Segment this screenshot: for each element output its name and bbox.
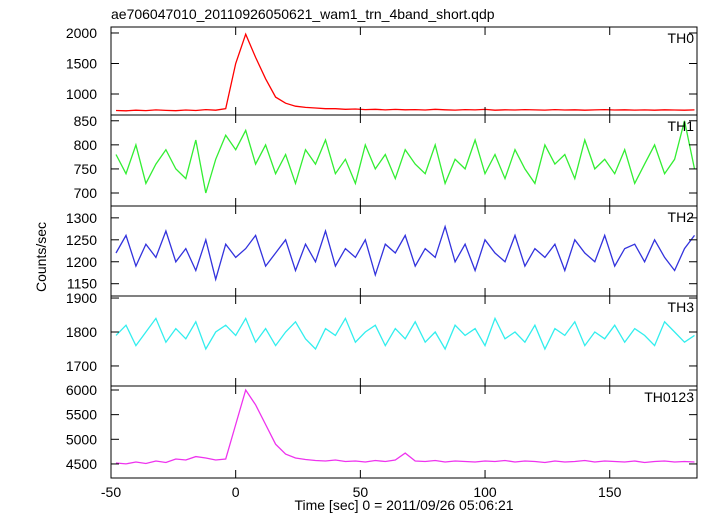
y-tick-label: 1700 — [66, 358, 97, 374]
y-tick-label: 750 — [74, 161, 98, 177]
series-label: TH3 — [668, 299, 695, 315]
y-tick-label: 1500 — [66, 55, 97, 71]
series-label: TH0 — [668, 30, 695, 46]
data-line — [115, 316, 695, 351]
y-tick-label: 1000 — [66, 86, 97, 102]
y-tick-label: 5000 — [66, 431, 97, 447]
y-tick-label: 1200 — [66, 254, 97, 270]
y-axis-label: Counts/sec — [33, 222, 49, 292]
y-tick-label: 2000 — [66, 25, 97, 41]
x-tick-label: 50 — [353, 484, 369, 500]
series-label: TH1 — [668, 118, 695, 134]
chart-title: ae706047010_20110926050621_wam1_trn_4ban… — [111, 6, 495, 22]
series-label: TH2 — [668, 209, 695, 225]
x-tick-label: 150 — [598, 484, 622, 500]
data-line — [115, 32, 695, 112]
y-tick-label: 1300 — [66, 210, 97, 226]
y-tick-label: 4500 — [66, 456, 97, 472]
series-label: TH0123 — [644, 389, 694, 405]
y-tick-label: 1900 — [66, 290, 97, 306]
panel-frame — [110, 114, 698, 207]
data-line — [115, 224, 696, 282]
x-tick-label: 100 — [473, 484, 497, 500]
y-tick-label: 6000 — [66, 382, 97, 398]
data-line — [115, 120, 696, 194]
panel-frame — [110, 26, 698, 116]
panel-frame — [110, 295, 698, 387]
y-tick-label: 850 — [74, 113, 98, 129]
panel-frame — [110, 385, 698, 479]
x-tick-label: -50 — [101, 484, 121, 500]
y-tick-label: 5500 — [66, 407, 97, 423]
y-tick-label: 1250 — [66, 232, 97, 248]
y-tick-label: 700 — [74, 185, 98, 201]
y-tick-label: 1150 — [67, 276, 97, 292]
x-axis-label: Time [sec] 0 = 2011/09/26 05:06:21 — [294, 497, 513, 513]
y-tick-label: 800 — [74, 137, 98, 153]
y-tick-label: 1800 — [66, 324, 97, 340]
data-line — [115, 388, 695, 465]
x-tick-label: 0 — [232, 484, 240, 500]
